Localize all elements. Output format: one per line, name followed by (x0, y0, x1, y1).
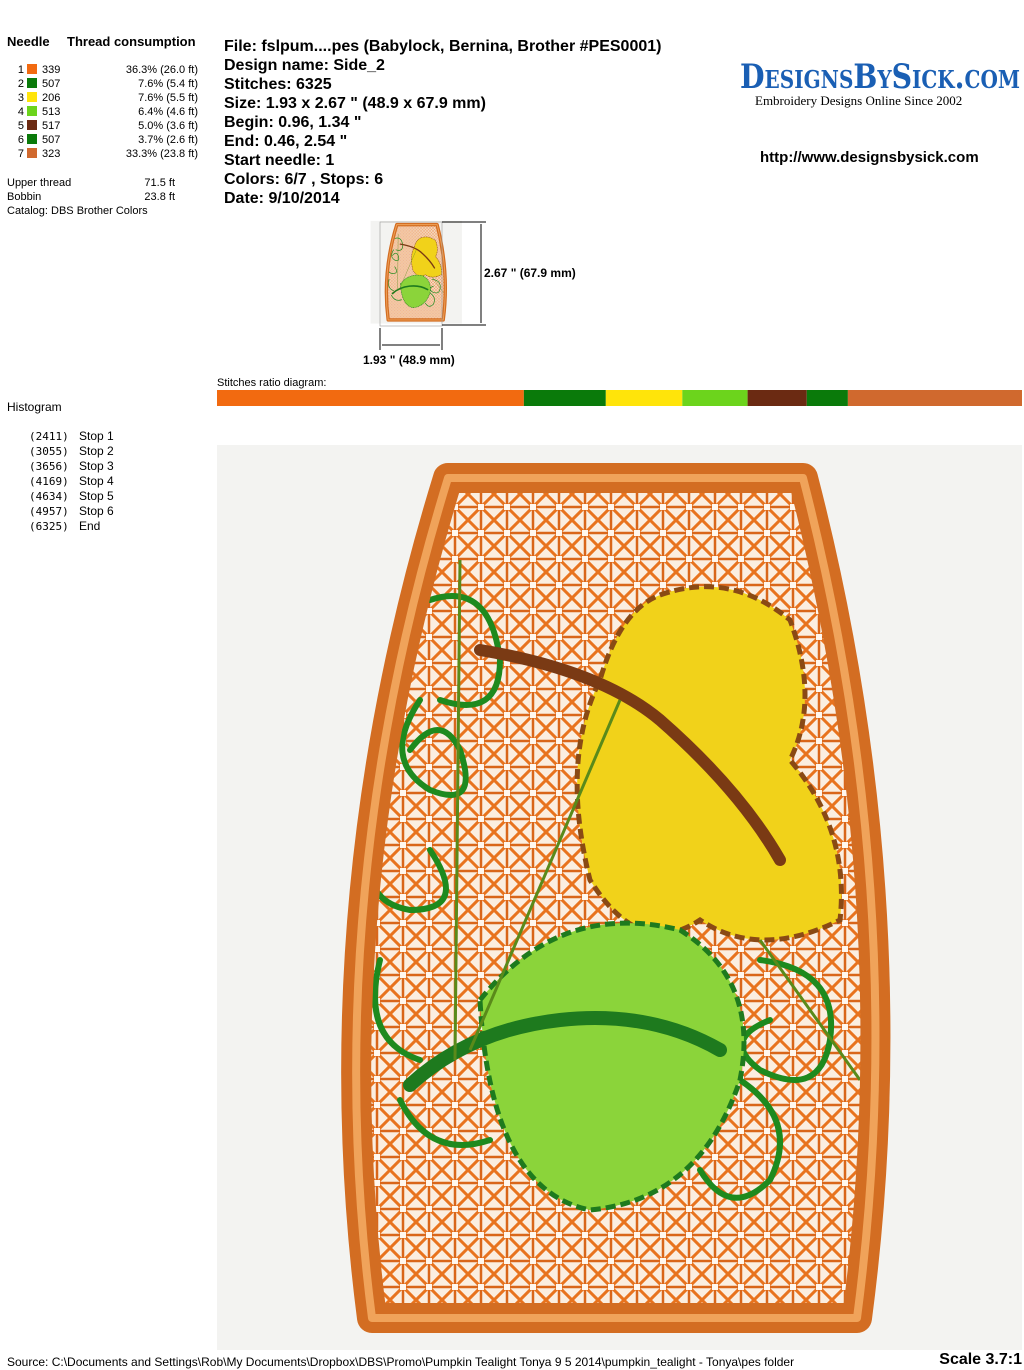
thread-code: 517 (42, 120, 60, 132)
stop-label: Stop 1 (79, 429, 114, 443)
needle-number: 6 (18, 134, 24, 146)
ratio-segment (682, 390, 748, 406)
stop-label: End (79, 519, 100, 533)
thread-consumption: 7.6% (5.4 ft) (138, 78, 198, 90)
histogram-list: (2411) Stop 1 (3055) Stop 2 (3656) Stop 3 (416… (29, 429, 114, 533)
thread-code: 507 (42, 78, 60, 90)
info-line: Start needle: 1 (224, 152, 334, 169)
color-swatch (27, 120, 37, 130)
stop-count: (2411) (29, 430, 69, 443)
ratio-segment (523, 390, 606, 406)
stop-label: Stop 4 (79, 474, 114, 488)
thread-code: 507 (42, 134, 60, 146)
source-path: Source: C:\Documents and Settings\Rob\My… (7, 1355, 794, 1369)
embroidery-preview (217, 445, 1022, 1350)
ratio-segment (806, 390, 848, 406)
color-swatch (27, 134, 37, 144)
total-value: 23.8 ft (144, 191, 175, 203)
color-swatch (27, 106, 37, 116)
needle-number: 2 (18, 78, 24, 90)
needle-number: 4 (18, 106, 24, 118)
stop-count: (3656) (29, 460, 69, 473)
thread-consumption: 6.4% (4.6 ft) (138, 106, 198, 118)
ratio-segment (747, 390, 807, 406)
thumbnail (371, 221, 462, 324)
ratio-title: Stitches ratio diagram: (217, 377, 326, 389)
thread-code: 513 (42, 106, 60, 118)
stop-count: (4957) (29, 505, 69, 518)
thread-consumption: 3.7% (2.6 ft) (138, 134, 198, 146)
total-label: Bobbin (7, 191, 41, 203)
height-label: 2.67 " (67.9 mm) (484, 266, 576, 280)
color-swatch (27, 148, 37, 158)
logo: DesignsBySick.com (740, 57, 1020, 97)
width-label: 1.93 " (48.9 mm) (363, 353, 455, 367)
thread-consumption: 7.6% (5.5 ft) (138, 92, 198, 104)
color-swatch (27, 64, 37, 74)
ratio-segment (217, 390, 524, 406)
info-line: Stitches: 6325 (224, 76, 332, 93)
table-header: Thread consumption (67, 34, 196, 49)
catalog: Catalog: DBS Brother Colors (7, 205, 148, 217)
info-line: Size: 1.93 x 2.67 " (48.9 x 67.9 mm) (224, 95, 486, 112)
url: http://www.designsbysick.com (760, 149, 979, 166)
thread-code: 339 (42, 64, 60, 76)
stop-count: (4634) (29, 490, 69, 503)
stop-count: (3055) (29, 445, 69, 458)
needle-number: 1 (18, 64, 24, 76)
stop-label: Stop 6 (79, 504, 114, 518)
needle-number: 5 (18, 120, 24, 132)
stop-label: Stop 5 (79, 489, 114, 503)
info-line: Begin: 0.96, 1.34 " (224, 114, 361, 131)
thread-code: 323 (42, 148, 60, 160)
stop-label: Stop 3 (79, 459, 114, 473)
table-header: Needle (7, 34, 50, 49)
dimension-lines (379, 221, 486, 350)
ratio-bar (217, 390, 1022, 406)
info-line: Colors: 6/7 , Stops: 6 (224, 171, 383, 188)
stop-count: (6325) (29, 520, 69, 533)
thread-consumption: 36.3% (26.0 ft) (126, 64, 198, 76)
info-line: File: fslpum....pes (Babylock, Bernina, … (224, 38, 661, 55)
thread-consumption: 33.3% (23.8 ft) (126, 148, 198, 160)
color-swatch (27, 92, 37, 102)
design-info: File: fslpum....pes (Babylock, Bernina, … (224, 38, 661, 207)
total-value: 71.5 ft (144, 177, 175, 189)
stop-label: Stop 2 (79, 444, 114, 458)
info-line: Design name: Side_2 (224, 57, 385, 74)
total-label: Upper thread (7, 177, 71, 189)
scale: Scale 3.7:1 (939, 1351, 1022, 1368)
thread-code: 206 (42, 92, 60, 104)
needle-number: 7 (18, 148, 24, 160)
logo-tagline: Embroidery Designs Online Since 2002 (755, 93, 962, 108)
histogram-title: Histogram (7, 400, 62, 414)
ratio-segment (605, 390, 683, 406)
stop-count: (4169) (29, 475, 69, 488)
needle-number: 3 (18, 92, 24, 104)
ratio-segment (847, 390, 1022, 406)
thumbnail-frame (379, 221, 443, 327)
thread-table: 1 339 36.3% (26.0 ft) 2 507 7.6% (5.4 ft) 3 206… (18, 64, 198, 160)
info-line: Date: 9/10/2014 (224, 190, 340, 207)
info-line: End: 0.46, 2.54 " (224, 133, 347, 150)
color-swatch (27, 78, 37, 88)
thread-consumption: 5.0% (3.6 ft) (138, 120, 198, 132)
